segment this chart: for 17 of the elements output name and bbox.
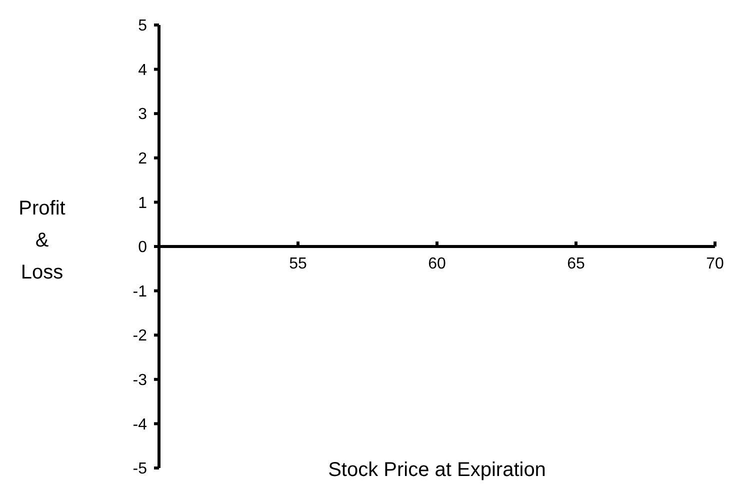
y-axis-title: Profit & Loss [18,198,66,284]
x-tick-label: 70 [706,256,724,272]
x-tick-label: 65 [567,256,585,272]
y-tick-label: -5 [132,460,148,478]
y-tick-label: 1 [138,194,148,212]
y-tick-label: -1 [132,283,148,300]
y-tick-label: -3 [132,372,148,389]
y-tick-label: 5 [138,18,148,35]
y-tick-label: 0 [138,239,148,256]
y-tick-label: 3 [138,106,148,124]
y-tick-label: -2 [132,328,148,345]
y-tick-label: 2 [138,150,148,168]
y-tick-label: 4 [138,62,148,79]
y-tick-label: -4 [132,416,148,434]
x-axis-title: Stock Price at Expiration [328,459,546,481]
x-tick-label: 55 [289,256,307,272]
x-tick-label: 60 [428,256,446,272]
